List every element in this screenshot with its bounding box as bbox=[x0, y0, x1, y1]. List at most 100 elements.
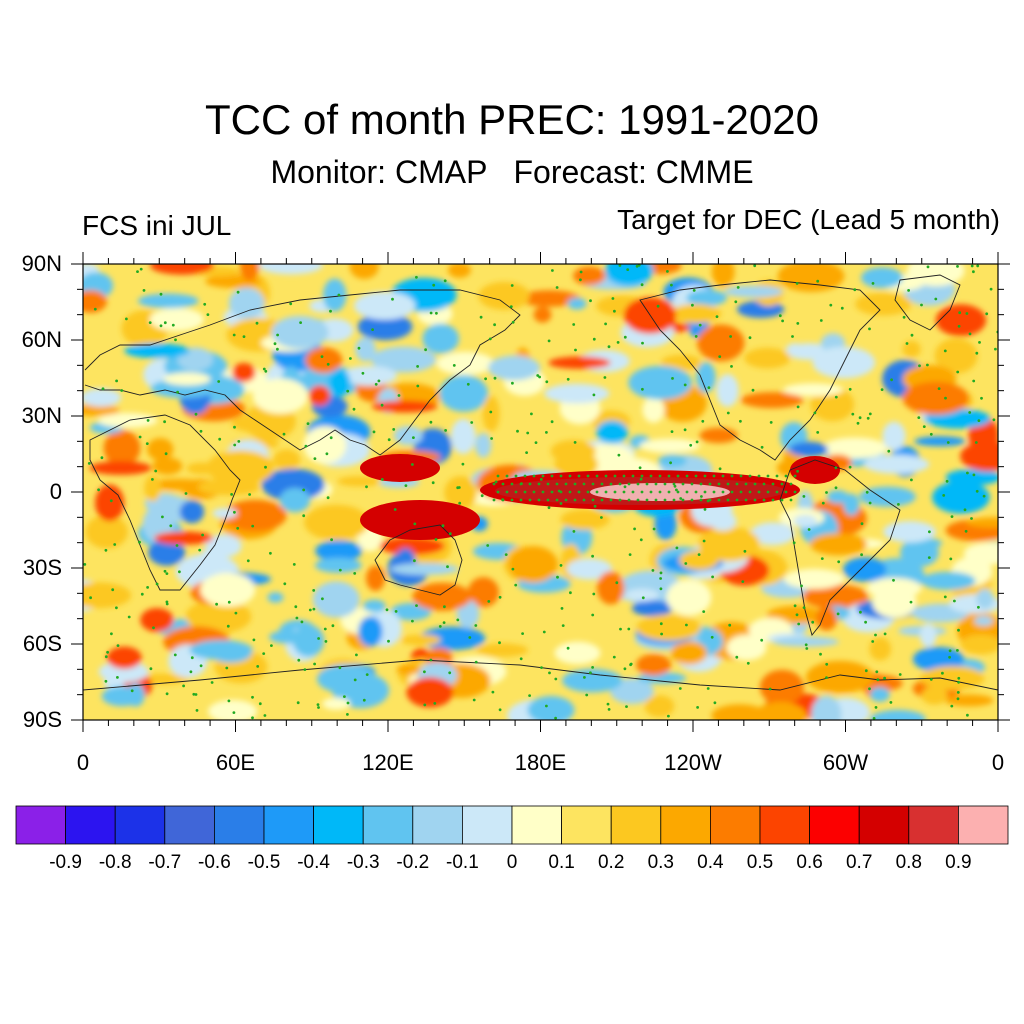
field-patch bbox=[140, 608, 174, 632]
significance-dot bbox=[416, 365, 419, 368]
significance-dot bbox=[498, 595, 502, 599]
lon-tick-label: 120E bbox=[362, 750, 414, 775]
significance-dot bbox=[941, 671, 944, 675]
significance-dot bbox=[393, 508, 397, 511]
significance-dot bbox=[658, 474, 662, 478]
significance-dot bbox=[195, 709, 199, 712]
significance-dot bbox=[217, 380, 221, 383]
significance-dot bbox=[887, 449, 891, 453]
significance-dot bbox=[159, 324, 163, 328]
colorbar-tick-label: 0.8 bbox=[895, 852, 922, 873]
significance-dot bbox=[744, 482, 748, 486]
field-patch bbox=[697, 324, 745, 362]
significance-dot bbox=[875, 670, 879, 674]
significance-dot bbox=[547, 339, 551, 343]
significance-dot bbox=[146, 586, 150, 589]
colorbar-swatch bbox=[610, 805, 662, 845]
significance-dot bbox=[171, 323, 175, 327]
significance-dot bbox=[623, 667, 627, 671]
significance-dot bbox=[541, 474, 545, 478]
significance-dot bbox=[606, 702, 610, 706]
significance-dot bbox=[540, 666, 543, 669]
field-patch bbox=[882, 421, 906, 451]
significance-dot bbox=[760, 445, 764, 449]
map-area bbox=[83, 264, 998, 720]
significance-dot bbox=[910, 333, 914, 337]
significance-dot bbox=[302, 514, 306, 518]
field-patch bbox=[436, 351, 495, 376]
significance-dot bbox=[889, 701, 893, 704]
significance-dot bbox=[802, 495, 806, 498]
significance-dot bbox=[659, 577, 662, 580]
field-patch bbox=[258, 264, 323, 275]
significance-dot bbox=[613, 309, 616, 313]
significance-dot bbox=[435, 311, 438, 315]
significance-dot bbox=[697, 553, 701, 556]
field-patch bbox=[960, 634, 998, 655]
significance-dot bbox=[679, 497, 683, 500]
significance-dot bbox=[236, 290, 240, 294]
significance-dot bbox=[825, 662, 829, 666]
significance-dot bbox=[796, 469, 799, 473]
significance-dot bbox=[797, 622, 801, 626]
significance-dot bbox=[672, 498, 676, 502]
significance-dot bbox=[306, 422, 310, 425]
field-patch bbox=[842, 557, 887, 582]
significance-dot bbox=[726, 498, 730, 502]
significance-dot bbox=[757, 490, 761, 494]
significance-dot bbox=[474, 660, 478, 664]
significance-dot bbox=[246, 559, 250, 563]
significance-dot bbox=[539, 478, 543, 481]
significance-dot bbox=[546, 482, 550, 486]
significance-dot bbox=[438, 625, 442, 628]
significance-dot bbox=[937, 387, 941, 390]
significance-dot bbox=[523, 474, 527, 478]
significance-dot bbox=[694, 335, 698, 338]
colorbar-swatch bbox=[759, 805, 810, 845]
significance-dot bbox=[807, 528, 811, 531]
significance-dot bbox=[232, 711, 236, 714]
significance-dot bbox=[612, 655, 616, 659]
field-patch bbox=[83, 388, 122, 407]
colorbar-swatch bbox=[313, 805, 364, 845]
field-patch bbox=[533, 306, 552, 323]
significance-dot bbox=[444, 429, 447, 432]
field-patch bbox=[396, 664, 421, 676]
colorbar-tick-label: 0 bbox=[506, 852, 518, 873]
significance-dot bbox=[317, 706, 320, 709]
significance-dot bbox=[255, 321, 259, 325]
significance-dot bbox=[470, 421, 474, 424]
field-patch bbox=[476, 643, 529, 657]
significance-dot bbox=[509, 305, 513, 308]
significance-dot bbox=[968, 411, 972, 414]
significance-dot bbox=[943, 349, 947, 353]
significance-dot bbox=[429, 658, 433, 662]
significance-dot bbox=[555, 498, 559, 502]
significance-dot bbox=[743, 549, 747, 553]
field-patch bbox=[783, 568, 845, 590]
significance-dot bbox=[641, 341, 644, 345]
lon-tick-label: 0 bbox=[991, 750, 1005, 775]
field-patch bbox=[639, 438, 700, 453]
significance-dot bbox=[456, 486, 460, 490]
significance-dot bbox=[303, 668, 307, 671]
field-patch bbox=[902, 381, 969, 415]
significance-dot bbox=[670, 430, 674, 433]
significance-dot bbox=[161, 515, 164, 519]
significance-dot bbox=[769, 421, 773, 424]
significance-dot bbox=[972, 379, 976, 383]
field-patch bbox=[912, 646, 965, 672]
field-patch bbox=[312, 581, 360, 618]
significance-dot bbox=[536, 374, 540, 377]
significance-dot bbox=[819, 652, 822, 656]
significance-dot bbox=[182, 684, 186, 688]
field-patch bbox=[228, 287, 265, 319]
significance-dot bbox=[730, 365, 733, 368]
significance-dot bbox=[780, 498, 784, 502]
significance-dot bbox=[613, 490, 617, 494]
significance-dot bbox=[174, 338, 177, 342]
colorbar-tick-label: 0.7 bbox=[845, 852, 873, 873]
significance-dot bbox=[338, 568, 342, 572]
significance-dot bbox=[858, 416, 862, 420]
significance-dot bbox=[796, 322, 800, 325]
